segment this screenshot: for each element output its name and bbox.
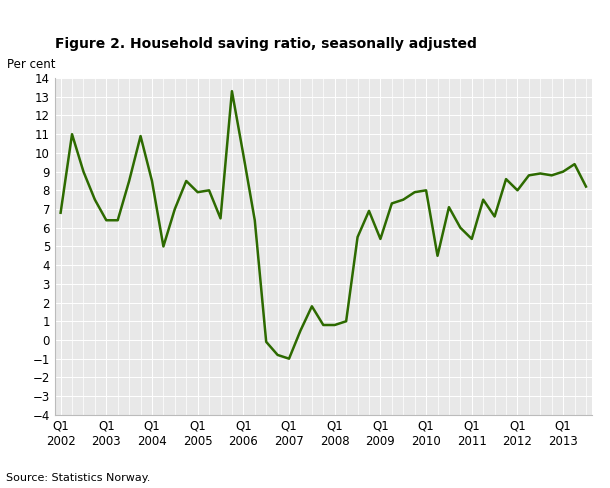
- Text: Per cent: Per cent: [7, 59, 55, 71]
- Text: Figure 2. Household saving ratio, seasonally adjusted: Figure 2. Household saving ratio, season…: [55, 37, 477, 51]
- Text: Source: Statistics Norway.: Source: Statistics Norway.: [6, 473, 151, 483]
